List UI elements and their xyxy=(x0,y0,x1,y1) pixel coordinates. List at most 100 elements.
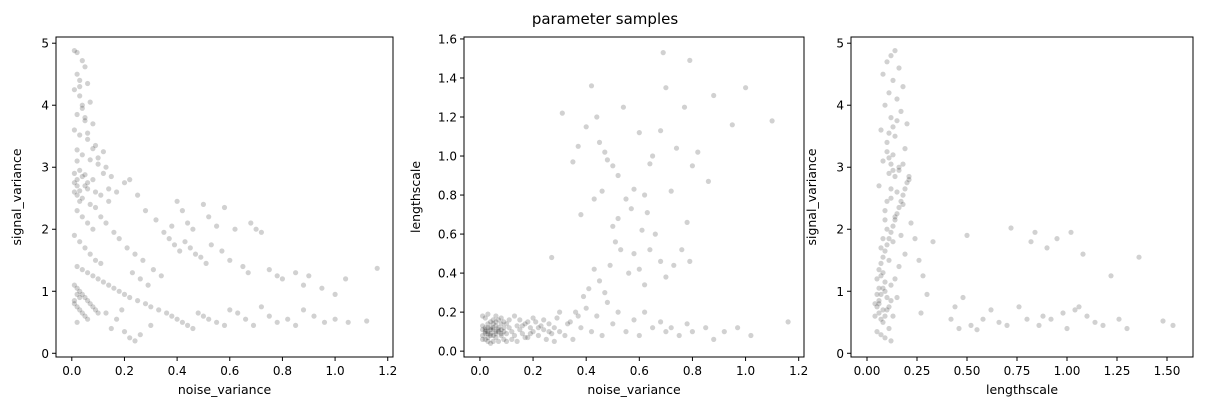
data-point xyxy=(916,257,922,263)
data-point xyxy=(956,325,962,332)
data-point xyxy=(250,322,257,328)
data-point xyxy=(506,317,512,323)
data-point xyxy=(892,48,898,54)
data-point xyxy=(127,335,133,341)
data-point xyxy=(695,149,701,155)
data-point xyxy=(321,319,328,325)
data-point xyxy=(888,186,894,192)
data-point xyxy=(980,316,986,322)
data-point xyxy=(1024,316,1030,322)
data-point xyxy=(374,265,380,271)
data-point xyxy=(596,139,603,145)
x-axis-label: lengthscale xyxy=(986,382,1058,397)
data-point xyxy=(1160,318,1166,324)
data-point xyxy=(293,270,299,276)
data-point xyxy=(876,310,882,316)
data-point xyxy=(996,319,1002,325)
data-point xyxy=(876,285,882,291)
data-point xyxy=(509,336,515,342)
x-tick-label: 0.2 xyxy=(524,364,543,378)
data-point xyxy=(490,332,496,339)
data-point xyxy=(77,77,83,83)
data-point xyxy=(882,279,888,285)
data-point xyxy=(884,139,890,145)
data-point xyxy=(214,319,220,325)
data-point xyxy=(364,318,370,324)
data-point xyxy=(514,338,520,344)
data-point xyxy=(631,317,637,323)
data-point xyxy=(882,102,888,108)
data-point xyxy=(511,313,518,319)
y-tick-label: 1.0 xyxy=(438,150,457,164)
x-tick-label: 0.4 xyxy=(168,364,187,378)
data-point xyxy=(880,270,886,276)
data-point xyxy=(488,340,494,346)
data-point xyxy=(482,331,488,337)
data-point xyxy=(161,229,167,235)
data-point xyxy=(660,50,666,56)
data-point xyxy=(578,212,584,218)
data-point xyxy=(485,334,491,341)
data-point xyxy=(880,236,886,242)
scatter-panel-1: 0.0 0.2 0.4 0.6 0.8 1.0 1.2 0 1 2 3 4 5 noise_varianc… xyxy=(9,36,397,397)
data-point xyxy=(332,316,338,322)
data-point xyxy=(874,304,880,310)
data-point xyxy=(1170,322,1176,328)
data-point xyxy=(610,223,616,229)
data-point xyxy=(886,304,892,310)
data-point xyxy=(974,327,980,333)
data-point xyxy=(644,210,650,216)
y-tick-label: 5 xyxy=(836,37,844,51)
data-point xyxy=(1136,254,1142,260)
data-point xyxy=(90,273,96,279)
data-point xyxy=(658,319,664,325)
data-point xyxy=(116,236,122,242)
data-point xyxy=(607,262,613,268)
x-tick-label: 0.0 xyxy=(470,364,489,378)
x-axis-label: noise_variance xyxy=(587,382,681,397)
data-point xyxy=(546,329,552,335)
data-point xyxy=(684,219,690,225)
data-point xyxy=(71,298,77,304)
data-point xyxy=(650,325,656,331)
data-point xyxy=(90,226,96,232)
data-point xyxy=(570,159,576,165)
data-point xyxy=(884,198,890,204)
x-tick-label: 0.0 xyxy=(62,364,81,378)
data-point xyxy=(642,309,648,315)
data-point xyxy=(90,304,96,310)
data-point xyxy=(480,332,486,339)
data-point xyxy=(95,155,101,161)
data-point xyxy=(573,309,579,315)
y-tick-label: 0 xyxy=(41,347,49,361)
data-point xyxy=(676,332,682,339)
data-point xyxy=(77,294,83,301)
data-point xyxy=(77,132,83,138)
data-point xyxy=(1028,239,1034,245)
data-point xyxy=(689,329,696,335)
data-point xyxy=(498,327,504,333)
data-point xyxy=(1076,304,1082,310)
data-point xyxy=(82,245,88,251)
data-point xyxy=(663,329,669,335)
data-point xyxy=(735,325,741,331)
data-point xyxy=(509,329,515,335)
data-point xyxy=(495,327,502,333)
data-point xyxy=(549,331,555,337)
data-point xyxy=(599,188,605,194)
data-point xyxy=(892,133,898,139)
data-point xyxy=(876,183,882,189)
x-tick-label: 1.0 xyxy=(326,364,345,378)
data-point xyxy=(890,239,896,245)
data-point xyxy=(488,319,494,325)
data-point xyxy=(127,177,133,183)
data-point xyxy=(100,170,106,176)
data-point xyxy=(87,157,93,163)
data-point xyxy=(253,226,259,232)
data-point xyxy=(482,325,488,331)
data-point xyxy=(604,157,611,163)
data-point xyxy=(480,336,486,342)
data-point xyxy=(319,285,325,291)
data-point xyxy=(71,180,77,186)
data-point xyxy=(493,323,499,329)
